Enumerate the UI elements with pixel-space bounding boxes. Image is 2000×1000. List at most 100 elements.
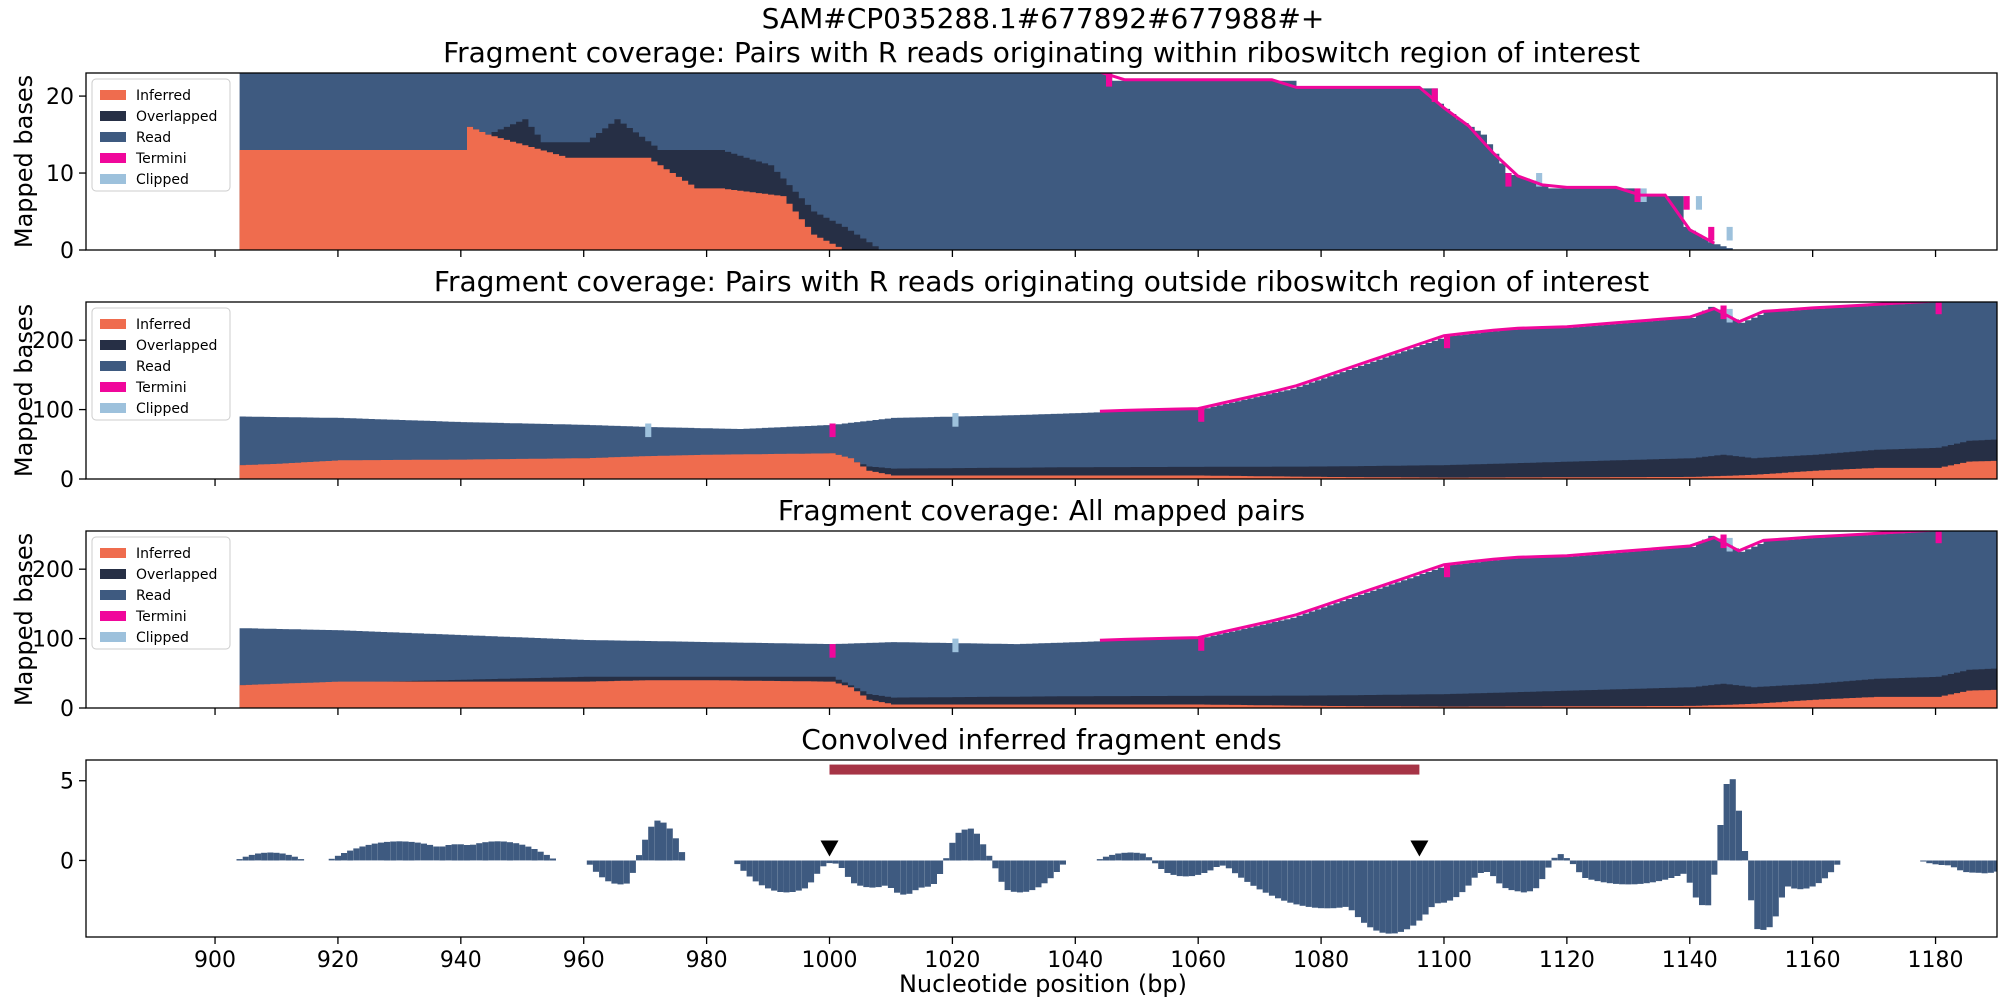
legend-label: Inferred xyxy=(136,546,191,562)
legend-label: Read xyxy=(136,588,171,604)
bar xyxy=(1354,860,1361,918)
bar xyxy=(1016,860,1023,893)
bar xyxy=(752,860,759,882)
bar xyxy=(1219,860,1226,866)
bar xyxy=(654,820,661,861)
bar xyxy=(1170,860,1177,875)
bar xyxy=(894,860,901,893)
legend-swatch xyxy=(100,153,126,163)
bar xyxy=(1336,860,1343,908)
bar xyxy=(937,860,944,874)
bar xyxy=(1576,860,1583,873)
bar xyxy=(1778,860,1785,898)
panel-title: Fragment coverage: All mapped pairs xyxy=(778,494,1305,527)
bar xyxy=(341,853,348,861)
bar xyxy=(586,860,593,865)
bar xyxy=(648,826,655,861)
bar xyxy=(1416,860,1423,921)
bar xyxy=(451,844,458,861)
bar xyxy=(1238,860,1245,878)
mark-clipped xyxy=(1695,196,1702,210)
bar xyxy=(906,860,913,894)
legend-swatch xyxy=(100,340,126,350)
y-tick-label: 0 xyxy=(60,697,74,722)
bar xyxy=(347,850,354,861)
bar xyxy=(599,860,606,878)
legend-box xyxy=(91,78,231,192)
area-inferred xyxy=(239,680,1997,708)
plot-area xyxy=(236,764,1997,934)
bar xyxy=(1115,853,1122,861)
bar xyxy=(255,853,262,861)
bar xyxy=(961,829,968,861)
bar xyxy=(1465,860,1472,886)
bar xyxy=(1385,860,1392,934)
bar xyxy=(1213,860,1220,867)
x-tick-label: 1020 xyxy=(924,948,980,973)
bar xyxy=(543,854,550,861)
bar xyxy=(1809,860,1816,887)
bar xyxy=(1938,860,1945,865)
bar xyxy=(887,860,894,888)
bar xyxy=(261,852,268,861)
bar xyxy=(642,839,649,861)
bar xyxy=(1244,860,1251,882)
bar xyxy=(1096,859,1103,861)
bar xyxy=(1551,857,1558,861)
x-tick-label: 940 xyxy=(440,948,482,973)
bar xyxy=(1760,860,1767,930)
bar xyxy=(1533,860,1540,889)
bar xyxy=(291,856,298,861)
mark-termini xyxy=(1106,73,1113,87)
figure-suptitle: SAM#CP035288.1#677892#677988#+ xyxy=(762,2,1325,35)
bar xyxy=(334,855,341,861)
panel-4: Convolved inferred fragment ends 0 5 900 920… xyxy=(60,723,1998,973)
area-inferred xyxy=(239,453,1997,479)
bar xyxy=(1483,860,1490,872)
bar xyxy=(1324,860,1331,909)
bar xyxy=(1256,860,1263,890)
bar xyxy=(844,860,851,877)
y-axis-label: Mapped bases xyxy=(10,304,38,477)
mark-termini xyxy=(1505,173,1512,187)
x-tick-label: 1120 xyxy=(1539,948,1595,973)
x-tick-label: 1060 xyxy=(1170,948,1226,973)
bar xyxy=(1686,860,1693,883)
bar xyxy=(679,852,686,861)
bar xyxy=(1109,854,1116,861)
bar xyxy=(1373,860,1380,931)
legend-label: Clipped xyxy=(136,630,189,646)
bar xyxy=(801,860,808,889)
y-tick-label: 0 xyxy=(60,849,74,874)
bar xyxy=(267,852,274,861)
bar xyxy=(795,860,802,891)
bar xyxy=(1821,860,1828,879)
bar xyxy=(328,858,335,861)
bar xyxy=(1121,852,1128,861)
bar xyxy=(1502,860,1509,889)
bar xyxy=(1195,860,1202,875)
bar xyxy=(1490,860,1497,877)
bar xyxy=(390,841,397,861)
bar xyxy=(1957,860,1964,871)
bar xyxy=(519,844,526,861)
bar xyxy=(1594,860,1601,882)
bar xyxy=(273,852,280,861)
axes-frame xyxy=(85,301,1998,480)
bar xyxy=(1920,860,1927,862)
bar xyxy=(924,860,931,887)
bar xyxy=(420,843,427,861)
bar xyxy=(500,841,507,861)
bar xyxy=(1361,860,1368,923)
legend-box xyxy=(91,307,231,421)
mark-termini xyxy=(829,644,836,658)
bar xyxy=(482,842,489,861)
mark-termini xyxy=(829,423,836,438)
bar xyxy=(1932,860,1939,865)
legend-label: Overlapped xyxy=(136,338,217,354)
bar xyxy=(1146,857,1153,861)
bar xyxy=(1047,860,1054,879)
mark-termini xyxy=(1198,408,1205,422)
bar xyxy=(1342,860,1349,907)
bar xyxy=(1287,860,1294,903)
